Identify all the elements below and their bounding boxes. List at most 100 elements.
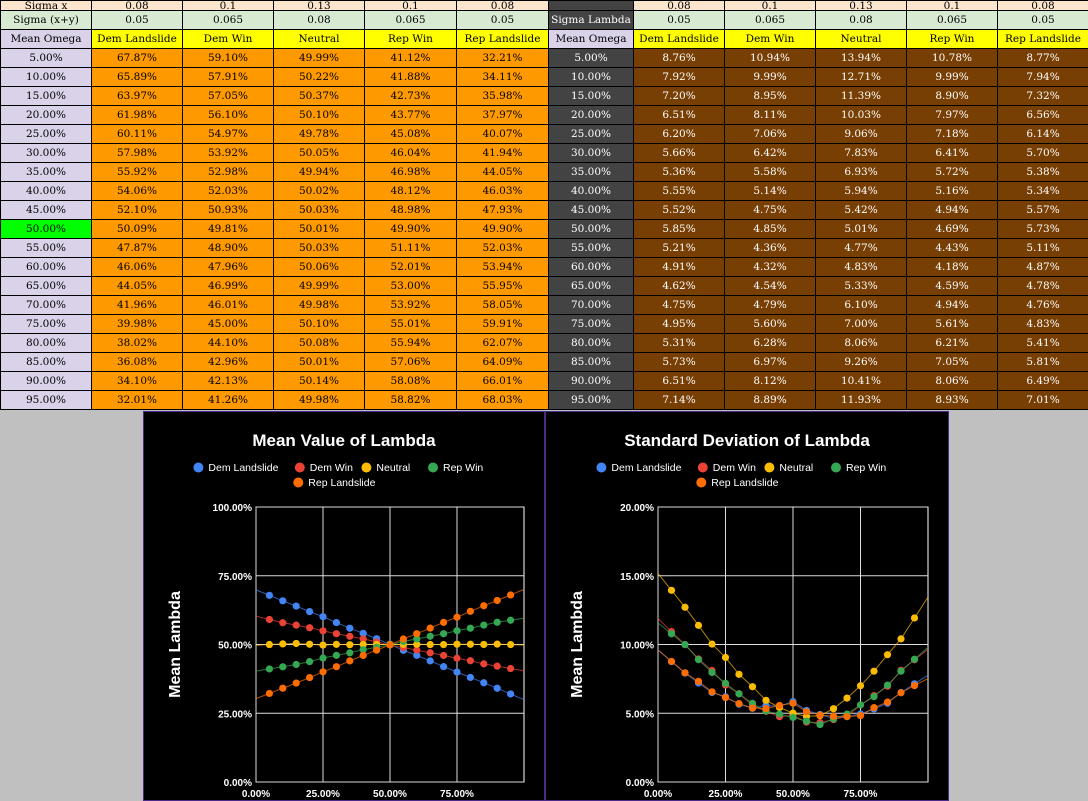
mean-lambda-cell[interactable]: 46.98% <box>364 162 457 182</box>
mean-lambda-cell[interactable]: 43.77% <box>364 105 457 125</box>
mean-lambda-cell[interactable]: 50.10% <box>273 314 365 334</box>
mean-omega-cell[interactable]: 45.00% <box>0 200 92 220</box>
sigma-lambda-cell[interactable]: 5.60% <box>724 314 816 334</box>
mean-lambda-cell[interactable]: 56.10% <box>182 105 274 125</box>
mean-lambda-cell[interactable]: 55.01% <box>364 314 457 334</box>
sigma-lambda-cell[interactable]: 13.94% <box>815 48 907 68</box>
sigma-lambda-cell[interactable]: 4.18% <box>906 257 998 277</box>
column-header[interactable]: Mean Omega <box>0 29 92 49</box>
sigma-lambda-cell[interactable]: 7.18% <box>906 124 998 144</box>
column-header[interactable]: Mean Omega <box>548 29 634 49</box>
sigma-value[interactable]: 0.065 <box>906 10 998 30</box>
mean-lambda-cell[interactable]: 57.06% <box>364 352 457 372</box>
mean-omega-cell[interactable]: 80.00% <box>0 333 92 353</box>
mean-lambda-cell[interactable]: 65.89% <box>91 67 183 87</box>
mean-lambda-cell[interactable]: 60.11% <box>91 124 183 144</box>
sigma-lambda-cell[interactable]: 11.39% <box>815 86 907 106</box>
sigma-lambda-cell[interactable]: 5.66% <box>633 143 725 163</box>
mean-omega-cell[interactable]: 70.00% <box>0 295 92 315</box>
mean-lambda-cell[interactable]: 50.10% <box>273 105 365 125</box>
mean-lambda-cell[interactable]: 41.88% <box>364 67 457 87</box>
sigma-x-value[interactable]: 0.08 <box>633 0 725 11</box>
mean-lambda-cell[interactable]: 49.98% <box>273 295 365 315</box>
mean-lambda-cell[interactable]: 54.97% <box>182 124 274 144</box>
mean-lambda-cell[interactable]: 50.09% <box>91 219 183 239</box>
mean-lambda-cell[interactable]: 46.03% <box>456 181 549 201</box>
mean-lambda-cell[interactable]: 52.10% <box>91 200 183 220</box>
mean-omega-cell[interactable]: 20.00% <box>0 105 92 125</box>
mean-lambda-cell[interactable]: 50.22% <box>273 67 365 87</box>
mean-lambda-cell[interactable]: 53.92% <box>182 143 274 163</box>
mean-omega-cell[interactable]: 40.00% <box>548 181 634 201</box>
sigma-lambda-cell[interactable]: 4.43% <box>906 238 998 258</box>
sigma-xy-value[interactable]: 0.065 <box>182 10 274 30</box>
mean-lambda-cell[interactable]: 64.09% <box>456 352 549 372</box>
column-header[interactable]: Rep Landslide <box>997 29 1088 49</box>
mean-omega-cell[interactable]: 85.00% <box>548 352 634 372</box>
sigma-lambda-cell[interactable]: 8.89% <box>724 390 816 410</box>
mean-lambda-cell[interactable]: 59.91% <box>456 314 549 334</box>
mean-lambda-cell[interactable]: 58.82% <box>364 390 457 410</box>
sigma-x-value[interactable]: 0.1 <box>906 0 998 11</box>
sigma-lambda-cell[interactable]: 4.69% <box>906 219 998 239</box>
sigma-lambda-cell[interactable]: 10.41% <box>815 371 907 391</box>
column-header[interactable]: Rep Landslide <box>456 29 549 49</box>
sigma-x-value[interactable]: 0.08 <box>997 0 1088 11</box>
mean-lambda-cell[interactable]: 53.94% <box>456 257 549 277</box>
mean-lambda-cell[interactable]: 48.12% <box>364 181 457 201</box>
mean-lambda-cell[interactable]: 44.05% <box>456 162 549 182</box>
mean-lambda-cell[interactable]: 49.90% <box>364 219 457 239</box>
mean-omega-cell[interactable]: 65.00% <box>0 276 92 296</box>
mean-lambda-cell[interactable]: 34.10% <box>91 371 183 391</box>
mean-lambda-cell[interactable]: 62.07% <box>456 333 549 353</box>
sigma-lambda-cell[interactable]: 5.36% <box>633 162 725 182</box>
mean-lambda-cell[interactable]: 52.03% <box>182 181 274 201</box>
sigma-x-value[interactable]: 0.1 <box>182 0 274 11</box>
mean-lambda-cell[interactable]: 50.14% <box>273 371 365 391</box>
mean-lambda-cell[interactable]: 34.11% <box>456 67 549 87</box>
sigma-lambda-cell[interactable]: 6.49% <box>997 371 1088 391</box>
sigma-xy-value[interactable]: 0.05 <box>91 10 183 30</box>
sigma-lambda-cell[interactable]: 5.85% <box>633 219 725 239</box>
mean-lambda-cell[interactable]: 39.98% <box>91 314 183 334</box>
mean-lambda-cell[interactable]: 41.12% <box>364 48 457 68</box>
sigma-lambda-cell[interactable]: 7.32% <box>997 86 1088 106</box>
mean-lambda-cell[interactable]: 41.26% <box>182 390 274 410</box>
mean-lambda-cell[interactable]: 46.04% <box>364 143 457 163</box>
sigma-lambda-cell[interactable]: 8.95% <box>724 86 816 106</box>
mean-omega-cell[interactable]: 25.00% <box>0 124 92 144</box>
column-header[interactable]: Rep Win <box>906 29 998 49</box>
sigma-lambda-cell[interactable]: 4.83% <box>815 257 907 277</box>
mean-lambda-cell[interactable]: 49.94% <box>273 162 365 182</box>
mean-omega-cell[interactable]: 45.00% <box>548 200 634 220</box>
mean-lambda-cell[interactable]: 49.99% <box>273 48 365 68</box>
sigma-lambda-cell[interactable]: 6.10% <box>815 295 907 315</box>
mean-omega-cell[interactable]: 60.00% <box>548 257 634 277</box>
mean-omega-cell[interactable]: 10.00% <box>548 67 634 87</box>
sigma-lambda-cell[interactable]: 4.75% <box>633 295 725 315</box>
mean-lambda-cell[interactable]: 46.06% <box>91 257 183 277</box>
sigma-lambda-cell[interactable]: 6.97% <box>724 352 816 372</box>
sigma-lambda-cell[interactable]: 5.11% <box>997 238 1088 258</box>
mean-lambda-cell[interactable]: 42.96% <box>182 352 274 372</box>
sigma-lambda-cell[interactable]: 7.94% <box>997 67 1088 87</box>
sigma-x-value[interactable]: 0.08 <box>91 0 183 11</box>
sigma-lambda-cell[interactable]: 4.94% <box>906 200 998 220</box>
mean-lambda-cell[interactable]: 47.96% <box>182 257 274 277</box>
mean-omega-cell[interactable]: 75.00% <box>548 314 634 334</box>
mean-omega-cell[interactable]: 75.00% <box>0 314 92 334</box>
sigma-lambda-cell[interactable]: 6.93% <box>815 162 907 182</box>
sigma-lambda-cell[interactable]: 9.99% <box>906 67 998 87</box>
mean-omega-cell[interactable]: 35.00% <box>0 162 92 182</box>
mean-lambda-cell[interactable]: 57.98% <box>91 143 183 163</box>
blank-cell[interactable] <box>548 0 634 11</box>
mean-lambda-cell[interactable]: 57.91% <box>182 67 274 87</box>
sigma-xy-value[interactable]: 0.065 <box>364 10 457 30</box>
column-header[interactable]: Dem Landslide <box>91 29 183 49</box>
mean-omega-cell[interactable]: 90.00% <box>548 371 634 391</box>
sigma-lambda-cell[interactable]: 4.76% <box>997 295 1088 315</box>
mean-lambda-cell[interactable]: 53.00% <box>364 276 457 296</box>
sigma-x-value[interactable]: 0.1 <box>724 0 816 11</box>
mean-lambda-cell[interactable]: 47.93% <box>456 200 549 220</box>
sigma-lambda-cell[interactable]: 6.42% <box>724 143 816 163</box>
